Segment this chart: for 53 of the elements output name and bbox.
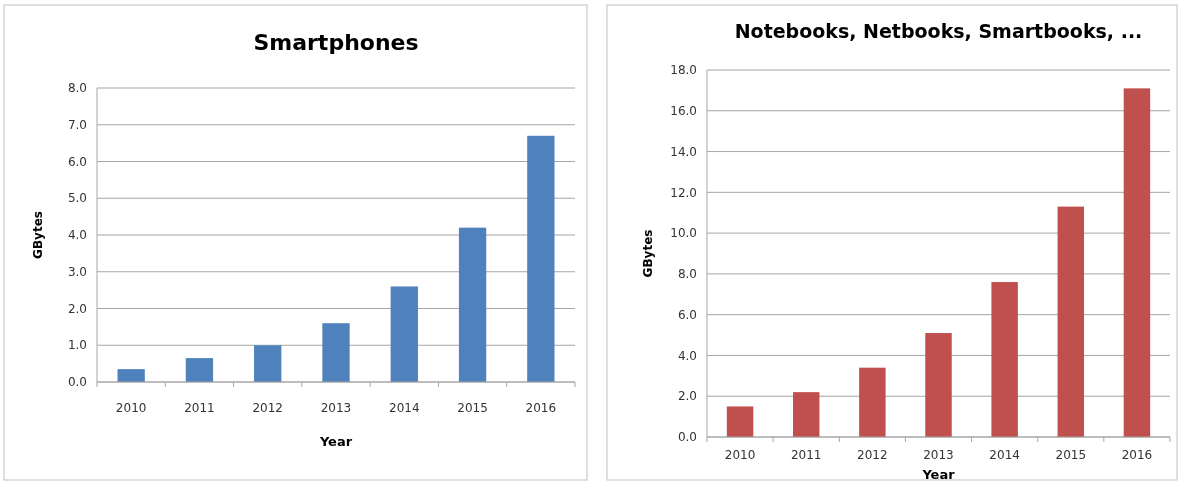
x-axis-title: Year bbox=[921, 467, 956, 482]
y-tick-label: 4.0 bbox=[677, 348, 697, 363]
y-tick-label: 8.0 bbox=[677, 267, 697, 282]
bar bbox=[254, 345, 282, 382]
bar bbox=[117, 369, 145, 382]
y-tick-label: 8.0 bbox=[67, 81, 87, 96]
x-tick-label: 2013 bbox=[923, 448, 954, 462]
y-tick-label: 0.0 bbox=[677, 430, 697, 445]
y-tick-label: 4.0 bbox=[67, 228, 87, 243]
bar bbox=[1057, 206, 1085, 437]
x-tick-label: 2016 bbox=[1121, 448, 1153, 462]
bar bbox=[1123, 88, 1151, 437]
x-tick-label: 2013 bbox=[320, 401, 352, 415]
y-tick-label: 7.0 bbox=[67, 117, 87, 132]
x-tick-label: 2010 bbox=[724, 448, 756, 462]
y-tick-label: 12.0 bbox=[670, 185, 697, 200]
x-tick-label: 2016 bbox=[525, 401, 557, 415]
y-axis-title: GBytes bbox=[31, 211, 45, 259]
x-tick-label: 2012 bbox=[252, 401, 283, 415]
bar bbox=[458, 227, 487, 382]
x-tick-label: 2015 bbox=[457, 401, 488, 415]
bar bbox=[991, 282, 1018, 437]
bar bbox=[792, 392, 820, 437]
chart-title: Notebooks, Netbooks, Smartbooks, ... bbox=[734, 20, 1143, 42]
x-tick-label: 2014 bbox=[989, 448, 1020, 462]
bar bbox=[185, 358, 214, 382]
bar bbox=[390, 286, 418, 382]
y-tick-label: 5.0 bbox=[67, 191, 87, 206]
x-tick-label: 2010 bbox=[115, 401, 147, 415]
y-tick-label: 18.0 bbox=[670, 63, 697, 78]
y-tick-label: 3.0 bbox=[67, 264, 87, 279]
y-tick-label: 14.0 bbox=[670, 144, 697, 159]
y-tick-label: 1.0 bbox=[67, 338, 87, 353]
y-tick-label: 6.0 bbox=[67, 154, 87, 169]
bar bbox=[322, 323, 350, 382]
x-tick-label: 2014 bbox=[389, 401, 420, 415]
bar bbox=[726, 406, 754, 437]
chart-title: Smartphones bbox=[253, 30, 419, 55]
x-tick-label: 2011 bbox=[790, 448, 822, 462]
y-tick-label: 2.0 bbox=[677, 389, 697, 404]
y-tick-label: 0.0 bbox=[67, 375, 87, 390]
y-tick-label: 16.0 bbox=[670, 103, 697, 118]
y-tick-label: 10.0 bbox=[670, 226, 697, 241]
bar bbox=[527, 135, 555, 382]
x-tick-label: 2015 bbox=[1055, 448, 1087, 462]
x-tick-label: 2011 bbox=[184, 401, 215, 415]
y-axis-title: GBytes bbox=[641, 229, 655, 278]
y-tick-label: 2.0 bbox=[67, 301, 87, 316]
x-tick-label: 2012 bbox=[857, 448, 888, 462]
bar bbox=[925, 333, 952, 437]
y-tick-label: 6.0 bbox=[677, 307, 697, 322]
x-axis-title: Year bbox=[318, 434, 353, 449]
bar bbox=[859, 367, 886, 437]
